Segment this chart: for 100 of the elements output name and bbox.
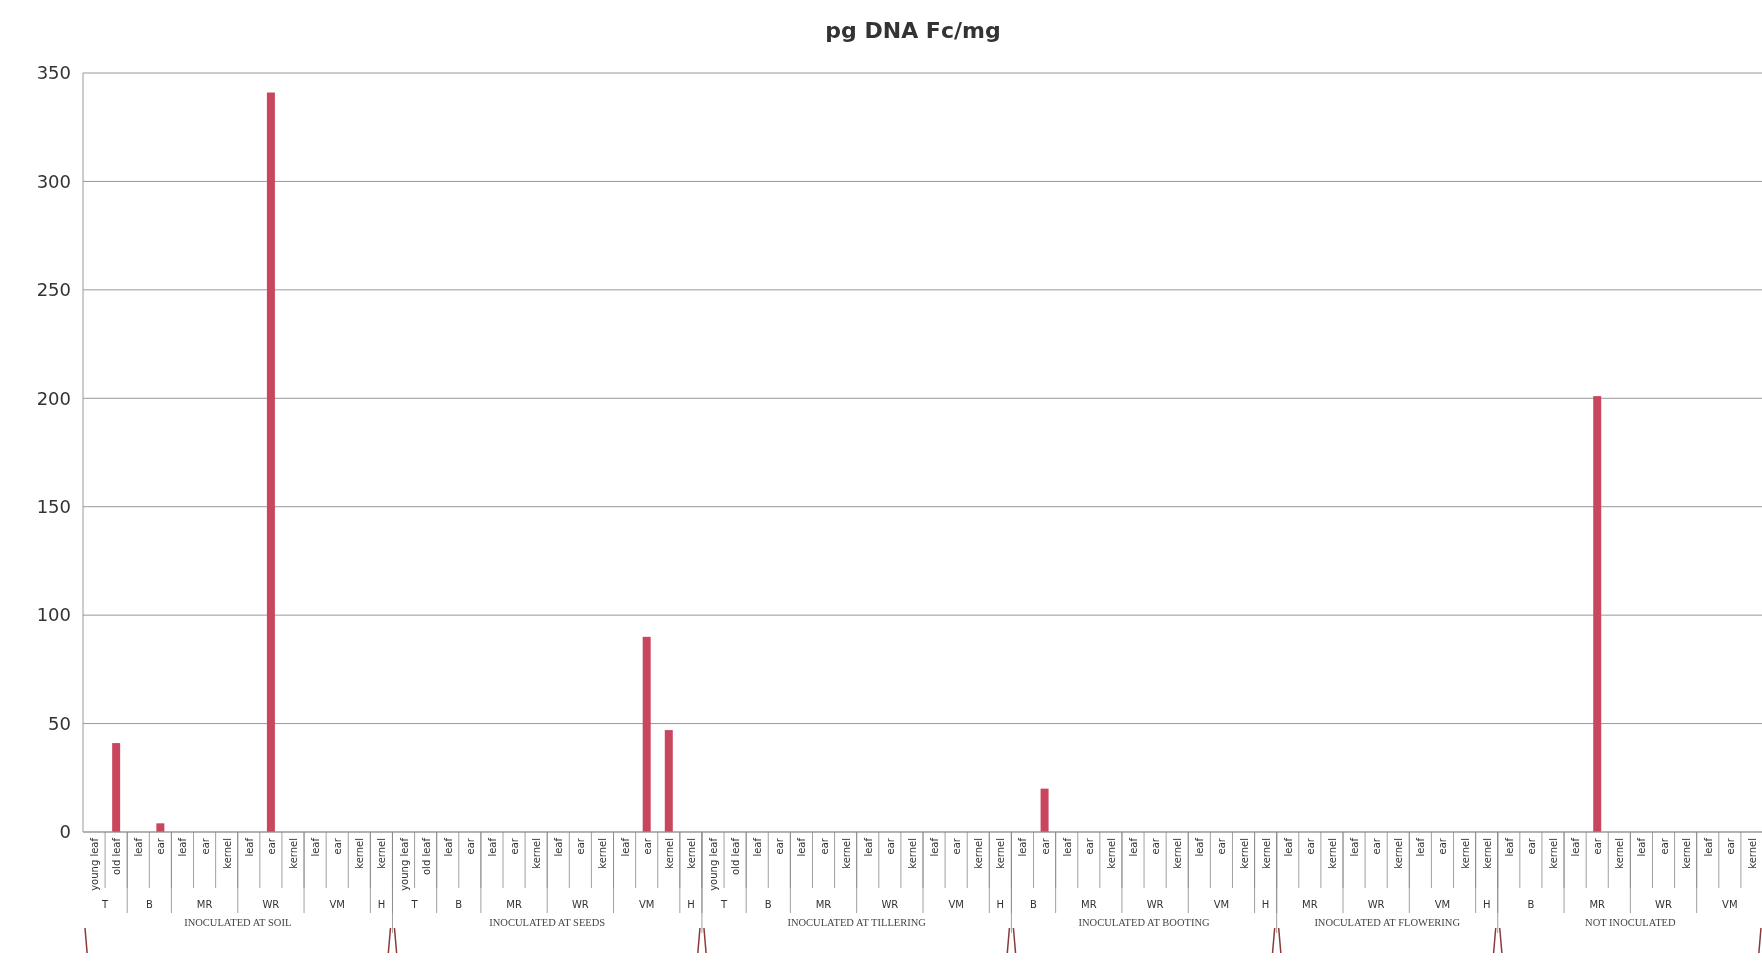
text: MR <box>1302 899 1318 910</box>
x-tick-label: leaf <box>1702 837 1714 857</box>
x-tick-label: leaf <box>752 837 764 857</box>
bar <box>1593 396 1602 832</box>
text: H <box>996 899 1005 910</box>
bar <box>266 92 275 832</box>
x-tick-label: young leaf <box>708 837 719 891</box>
x-tick-label: kernel <box>1393 838 1405 869</box>
x-tick-label: kernel <box>221 838 233 869</box>
text: WR <box>1367 899 1385 910</box>
x-tick-label: leaf <box>310 837 322 857</box>
text: H <box>1261 899 1270 910</box>
text: MR <box>1081 899 1097 910</box>
x-tick-label: kernel <box>531 838 543 869</box>
x-tick-label: kernel <box>376 838 388 869</box>
text: B <box>145 899 153 910</box>
x-tick-label: ear <box>1525 837 1537 855</box>
text: VM <box>1213 899 1230 910</box>
x-tick-label: leaf <box>1503 837 1515 857</box>
x-tick-label: ear <box>641 837 653 855</box>
bar <box>664 730 673 832</box>
x-tick-label: ear <box>155 837 167 855</box>
x-tick-label: leaf <box>442 837 454 857</box>
y-tick-label: 100 <box>36 604 71 626</box>
bar <box>112 743 121 832</box>
x-tick-label: kernel <box>1548 838 1559 869</box>
x-tick-label: kernel <box>1238 838 1250 869</box>
text: T <box>410 899 419 910</box>
x-tick-label: leaf <box>796 837 808 857</box>
x-tick-label: ear <box>1039 837 1051 855</box>
x-tick-label: ear <box>509 837 521 855</box>
x-tick-label: ear <box>1371 837 1383 855</box>
x-tick-label: ear <box>332 837 344 855</box>
y-tick-label: 50 <box>48 712 71 734</box>
x-tick-label: kernel <box>663 838 675 869</box>
x-tick-label: ear <box>1437 837 1449 855</box>
x-tick-label: leaf <box>862 837 874 857</box>
x-tick-label: ear <box>1216 837 1228 855</box>
text: MR <box>196 899 213 910</box>
x-tick-label: old leaf <box>111 837 123 876</box>
x-tick-label: ear <box>1083 837 1095 855</box>
x-tick-label: leaf <box>1415 837 1427 857</box>
text: MR <box>815 899 832 910</box>
text: WR <box>262 899 280 910</box>
text: INOCULATED AT FLOWERING <box>1314 917 1461 928</box>
y-tick-label: 200 <box>36 387 71 409</box>
x-tick-label: ear <box>774 837 786 855</box>
text: B <box>764 899 772 910</box>
text: T <box>720 899 728 910</box>
x-tick-label: leaf <box>177 837 189 857</box>
text: VM <box>638 899 655 910</box>
y-tick-label: 0 <box>59 821 71 843</box>
x-tick-label: kernel <box>1105 838 1117 869</box>
x-tick-label: ear <box>575 837 587 855</box>
x-tick-label: leaf <box>486 837 498 857</box>
text: VM <box>329 899 345 910</box>
text: VM <box>1434 899 1451 910</box>
x-tick-label: kernel <box>1326 838 1338 869</box>
x-tick-label: ear <box>1724 837 1736 855</box>
x-tick-label: leaf <box>1128 837 1139 857</box>
y-tick-label: 350 <box>36 62 71 84</box>
x-tick-label: ear <box>1304 837 1316 855</box>
x-tick-label: kernel <box>906 838 918 869</box>
x-tick-label: ear <box>1592 837 1604 855</box>
text: H <box>1482 899 1491 910</box>
text: H <box>377 899 386 910</box>
x-tick-label: ear <box>884 837 896 855</box>
text: WR <box>571 899 589 910</box>
text: VM <box>948 899 964 910</box>
x-tick-label: leaf <box>929 837 941 857</box>
bar <box>642 636 651 832</box>
x-tick-label: leaf <box>1194 837 1206 857</box>
y-tick-label: 150 <box>36 496 71 518</box>
text: INOCULATED AT BOOTING <box>1078 917 1210 928</box>
x-tick-label: ear <box>951 837 963 855</box>
text: WR <box>1146 899 1164 910</box>
x-tick-label: ear <box>818 837 830 855</box>
bar <box>1040 788 1049 832</box>
bar <box>156 823 165 832</box>
x-tick-label: leaf <box>1349 837 1361 857</box>
x-tick-label: kernel <box>1746 838 1758 869</box>
x-tick-label: leaf <box>133 837 145 857</box>
x-tick-label: kernel <box>1172 838 1184 869</box>
y-tick-label: 250 <box>36 279 71 301</box>
x-tick-label: old leaf <box>730 837 742 876</box>
x-tick-label: leaf <box>1636 837 1648 857</box>
x-tick-label: kernel <box>840 838 852 869</box>
x-tick-label: kernel <box>288 838 299 869</box>
text: INOCULATED AT SOIL <box>184 917 292 928</box>
x-tick-label: leaf <box>243 837 255 857</box>
x-tick-label: leaf <box>1570 837 1582 857</box>
x-tick-label: kernel <box>1459 838 1471 869</box>
x-tick-label: ear <box>1150 837 1162 855</box>
x-tick-label: kernel <box>995 838 1007 869</box>
x-tick-label: kernel <box>973 838 985 869</box>
x-tick-label: old leaf <box>420 837 432 876</box>
x-tick-label: kernel <box>1481 838 1493 869</box>
x-tick-label: ear <box>464 837 476 855</box>
x-tick-label: kernel <box>597 838 609 869</box>
text: H <box>687 899 695 910</box>
